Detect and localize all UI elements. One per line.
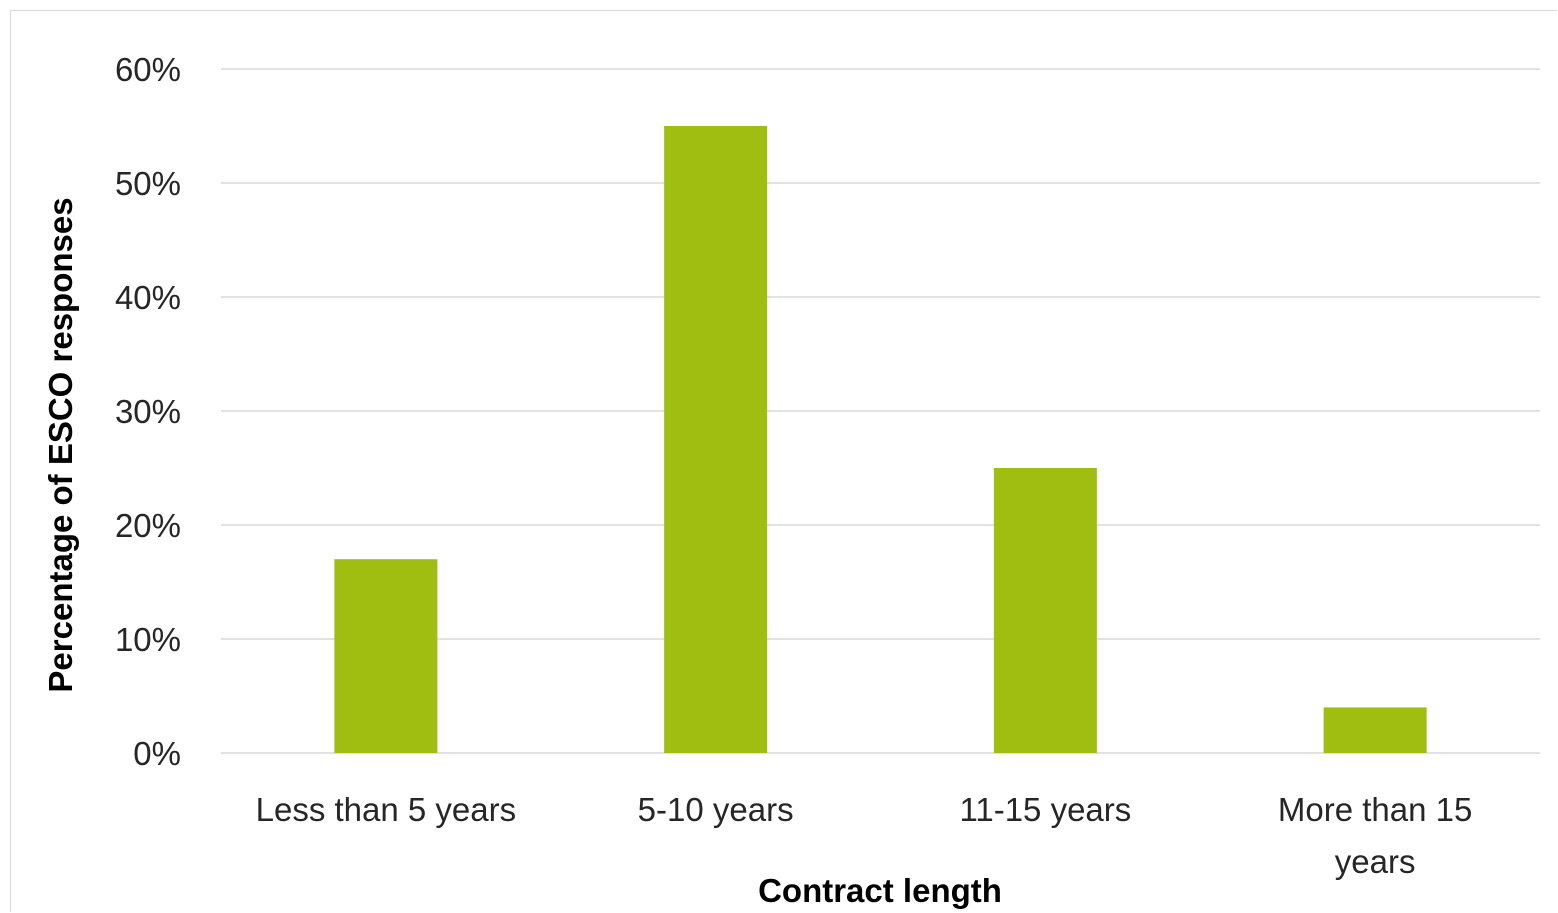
- x-tick-label: Less than 5 years: [256, 791, 517, 828]
- bar: [1323, 707, 1427, 753]
- x-tick-label: More than 15: [1278, 791, 1472, 828]
- bar: [334, 559, 438, 753]
- bar: [664, 126, 768, 753]
- y-tick-label: 60%: [115, 51, 181, 88]
- bars: [334, 126, 1427, 753]
- x-tick-label: 11-15 years: [959, 791, 1131, 828]
- y-tick-labels: 0% 10% 20% 30% 40% 50% 60%: [115, 51, 181, 772]
- y-axis-title: Percentage of ESCO responses: [42, 197, 79, 692]
- x-tick-label: 5-10 years: [638, 791, 794, 828]
- x-axis-title: Contract length: [758, 872, 1002, 909]
- y-tick-label: 20%: [115, 507, 181, 544]
- bar: [993, 468, 1097, 753]
- y-tick-label: 40%: [115, 279, 181, 316]
- x-tick-labels: Less than 5 years 5-10 years 11-15 years Mo…: [256, 791, 1473, 880]
- x-tick-label: years: [1335, 843, 1416, 880]
- y-tick-label: 30%: [115, 393, 181, 430]
- y-tick-label: 10%: [115, 621, 181, 658]
- y-tick-label: 50%: [115, 165, 181, 202]
- gridlines: [221, 68, 1540, 754]
- chart-frame: [10, 10, 1557, 912]
- y-tick-label: 0%: [133, 735, 181, 772]
